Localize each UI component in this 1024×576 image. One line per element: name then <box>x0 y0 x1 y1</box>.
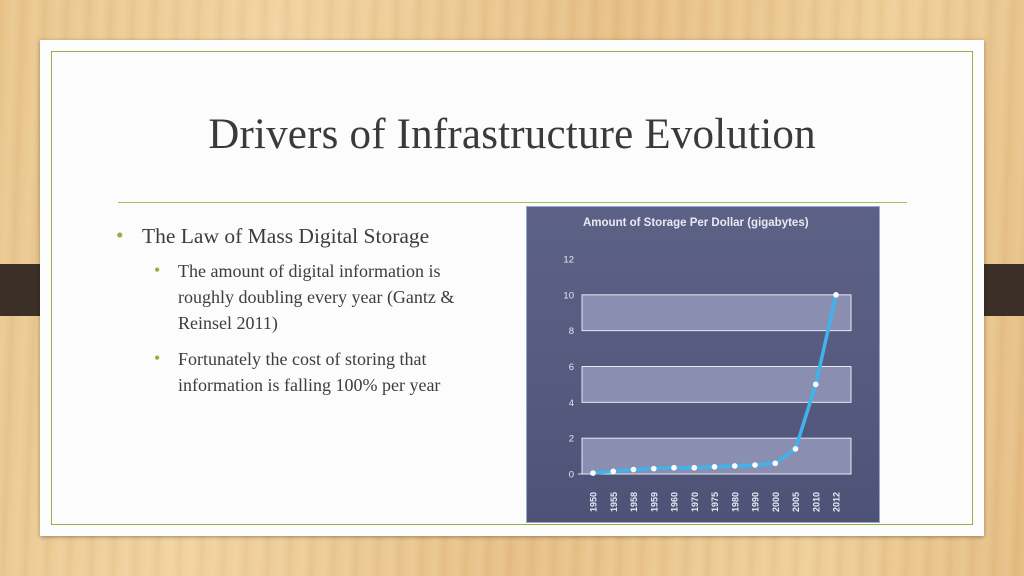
x-tick-label: 2005 <box>791 492 801 512</box>
bullet-dot-icon: • <box>116 223 124 247</box>
x-tick-label: 2000 <box>771 492 781 512</box>
x-tick-label: 1990 <box>751 492 761 512</box>
y-tick-label: 10 <box>563 290 574 301</box>
x-tick-label: 1955 <box>609 492 619 512</box>
x-tick-label: 1960 <box>670 492 680 512</box>
data-point <box>792 446 799 452</box>
sub-bullet-text: Fortunately the cost of storing that inf… <box>178 349 441 395</box>
slide: Drivers of Infrastructure Evolution • Th… <box>40 40 984 536</box>
grid-band <box>581 366 852 403</box>
right-edge-tab <box>984 264 1024 316</box>
y-tick-label: 4 <box>569 398 574 409</box>
slide-frame <box>51 51 973 525</box>
data-point <box>610 468 617 475</box>
x-tick-label: 1950 <box>589 492 599 512</box>
bullet-list: • The Law of Mass Digital Storage • The … <box>116 222 496 398</box>
y-tick-label: 0 <box>569 470 574 481</box>
chart-title: Amount of Storage Per Dollar (gigabytes) <box>583 217 809 229</box>
data-point <box>812 381 819 388</box>
left-edge-tab <box>0 264 40 316</box>
data-point <box>691 464 698 471</box>
data-point <box>752 462 758 468</box>
y-tick-label: 12 <box>563 255 574 266</box>
y-tick-label: 2 <box>569 434 574 445</box>
data-point <box>833 292 839 298</box>
y-tick-label: 6 <box>569 362 574 373</box>
data-point <box>630 466 637 473</box>
sub-bullet: • Fortunately the cost of storing that i… <box>154 346 496 398</box>
sub-bullet-text: The amount of digital information is rou… <box>178 261 455 333</box>
data-point <box>671 464 677 471</box>
x-tick-label: 1958 <box>629 492 639 512</box>
bullet-dot-icon: • <box>154 348 161 368</box>
x-tick-label: 1959 <box>649 492 659 512</box>
grid-band <box>581 294 852 332</box>
x-tick-label: 2010 <box>811 492 821 512</box>
data-point <box>772 460 779 467</box>
bullet-main-text: The Law of Mass Digital Storage <box>142 224 430 248</box>
data-point <box>731 463 738 469</box>
y-tick-label: 8 <box>569 326 574 337</box>
x-tick-label: 1970 <box>690 492 700 512</box>
slide-title: Drivers of Infrastructure Evolution <box>208 111 816 158</box>
chart-image: Amount of Storage Per Dollar (gigabytes)… <box>526 206 880 523</box>
x-tick-label: 1980 <box>730 492 740 512</box>
bullet-main: • The Law of Mass Digital Storage <box>116 222 496 250</box>
data-point <box>590 470 596 476</box>
x-tick-label: 1975 <box>710 492 720 512</box>
title-divider <box>118 202 907 203</box>
data-point <box>711 464 718 470</box>
bullet-dot-icon: • <box>154 260 161 280</box>
storage-chart: 0 2 4 6 8 10 12 1950 1955 1958 1959 1960 1970 1975 198… <box>563 255 852 512</box>
x-tick-label: 2012 <box>832 492 842 512</box>
data-point <box>650 465 657 472</box>
sub-bullet: • The amount of digital information is r… <box>154 258 496 336</box>
